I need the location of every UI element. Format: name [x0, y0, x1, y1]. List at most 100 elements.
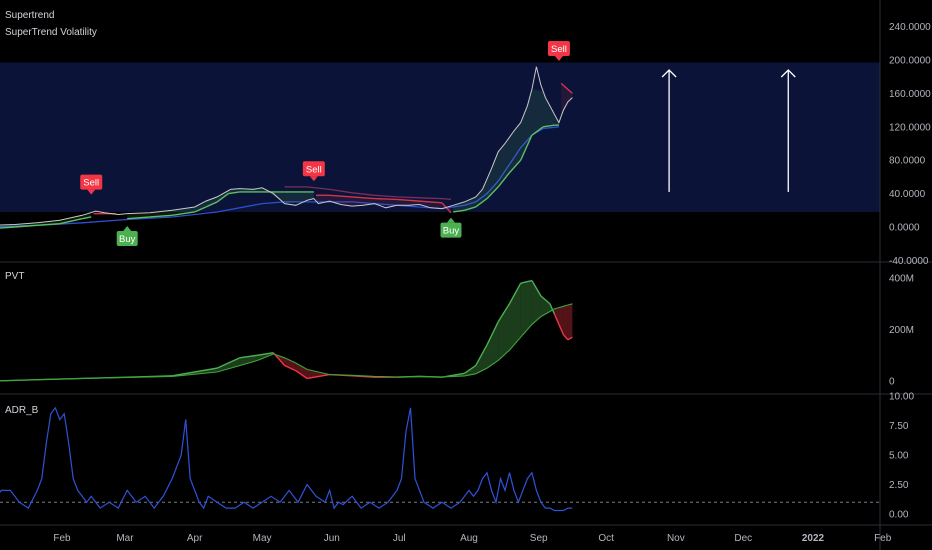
sell-signal-box	[547, 41, 570, 57]
volatility-upper-line	[284, 186, 452, 201]
buy-signal-box	[440, 222, 462, 238]
supertrend-up-fill	[194, 201, 206, 212]
pvt-line-segment	[257, 351, 274, 356]
pvt-pane: PVT	[0, 271, 573, 382]
buy-signal[interactable]: Buy	[116, 225, 138, 246]
price-pane: Supertrend SuperTrend Volatility Sell Buy…	[0, 10, 880, 246]
pvt-fill	[217, 357, 240, 372]
pvt-line-segment	[284, 364, 297, 372]
supertrend-up-segment	[520, 134, 533, 161]
pvt-line-segment	[239, 354, 258, 359]
time-axis-label: Aug	[460, 533, 478, 544]
pvt-line-segment	[486, 321, 499, 346]
buy-signal-label: Buy	[119, 234, 136, 245]
pvt-line-segment	[295, 370, 308, 380]
time-axis-label: May	[253, 533, 272, 544]
price-axis-tick: 200.0000	[889, 56, 931, 67]
pvt-line-segment	[216, 357, 240, 369]
supertrend-up-fill	[453, 201, 465, 212]
supertrend-up-segment	[543, 124, 555, 128]
pvt-line-segment	[558, 324, 565, 335]
indicator-title-supertrend-volatility[interactable]: SuperTrend Volatility	[5, 27, 97, 38]
time-axis-label: 2022	[802, 533, 825, 544]
time-axis-label: Apr	[187, 533, 203, 544]
supertrend-up-fill	[284, 191, 308, 204]
time-axis-label: Feb	[874, 533, 892, 544]
supertrend-up-fill	[228, 188, 240, 194]
adr-line	[0, 406, 573, 512]
time-axis-label: Jun	[324, 533, 340, 544]
price-axis-tick: 160.0000	[889, 89, 931, 100]
pvt-fill	[307, 369, 330, 379]
supertrend-down-segment	[352, 196, 375, 200]
pvt-fill	[558, 306, 564, 335]
sell-signal-label: Sell	[83, 178, 99, 189]
supertrend-down-segment	[396, 198, 420, 202]
price-axis-tick: -40.0000	[889, 256, 929, 267]
sell-signal[interactable]: Sell	[547, 41, 570, 62]
sell-signal-pointer	[87, 189, 96, 195]
time-axis-label: Jul	[393, 533, 406, 544]
supertrend-up-fill	[531, 89, 544, 136]
sell-signal[interactable]: Sell	[80, 174, 103, 195]
pvt-line-segment	[553, 313, 560, 325]
pvt-fill	[567, 303, 573, 340]
sell-signal-label: Sell	[306, 164, 322, 175]
supertrend-down-segment	[419, 200, 443, 204]
pvt-axis-tick: 200M	[889, 325, 914, 336]
supertrend-up-segment	[149, 214, 173, 218]
pvt-fill	[475, 344, 487, 374]
time-axis-label: Nov	[667, 533, 685, 544]
price-line	[0, 66, 573, 226]
supertrend-down-fill	[352, 196, 375, 207]
adr-axis-tick: 2.50	[889, 480, 909, 491]
price-axis-tick: 120.0000	[889, 122, 931, 133]
supertrend-down-segment	[329, 194, 353, 198]
buy-signal-pointer	[446, 217, 455, 223]
pvt-fill	[487, 321, 499, 369]
volatility-lower-line	[0, 126, 559, 228]
supertrend-up-fill	[498, 137, 510, 187]
time-axis-label: Oct	[598, 533, 614, 544]
indicator-title-pvt[interactable]: PVT	[5, 271, 24, 282]
supertrend-down-segment	[374, 197, 398, 201]
supertrend-up-segment	[82, 216, 92, 220]
supertrend-up-fill	[464, 196, 476, 211]
pvt-line-segment	[352, 375, 375, 378]
time-axis-label: Sep	[530, 533, 548, 544]
buy-signal-pointer	[123, 225, 132, 231]
sell-signal-pointer	[554, 56, 563, 62]
supertrend-up-segment	[127, 216, 150, 220]
supertrend-up-segment	[59, 217, 83, 225]
volatility-band	[0, 62, 880, 212]
supertrend-down-fill	[316, 195, 330, 202]
pvt-line-segment	[520, 279, 533, 284]
pvt-axis-tick: 400M	[889, 274, 914, 285]
sell-signal[interactable]: Sell	[302, 161, 325, 182]
pvt-line-segment	[531, 280, 542, 297]
pvt-fill	[295, 363, 308, 379]
time-axis-label: Dec	[734, 533, 752, 544]
supertrend-up-segment	[464, 206, 476, 211]
pvt-fill	[540, 296, 550, 317]
pvt-line-segment	[567, 336, 573, 341]
pvt-line-segment	[508, 282, 522, 305]
supertrend-up-segment	[37, 222, 60, 227]
indicator-title-adr[interactable]: ADR_B	[5, 405, 39, 416]
buy-signal-box	[116, 230, 138, 246]
supertrend-up-segment	[216, 193, 229, 203]
supertrend-up-segment	[475, 198, 488, 208]
indicator-title-supertrend[interactable]: Supertrend	[5, 10, 54, 21]
supertrend-up-segment	[531, 126, 544, 136]
pvt-fill	[531, 280, 541, 325]
sell-signal-label: Sell	[551, 44, 567, 55]
supertrend-up-fill	[487, 151, 499, 199]
pvt-signal-line	[0, 303, 573, 382]
annotation-arrow-head	[780, 69, 796, 78]
pvt-line-segment	[562, 334, 569, 341]
buy-signal[interactable]: Buy	[440, 217, 462, 238]
adr-axis-tick: 0.00	[889, 510, 909, 521]
supertrend-up-segment	[14, 224, 38, 228]
